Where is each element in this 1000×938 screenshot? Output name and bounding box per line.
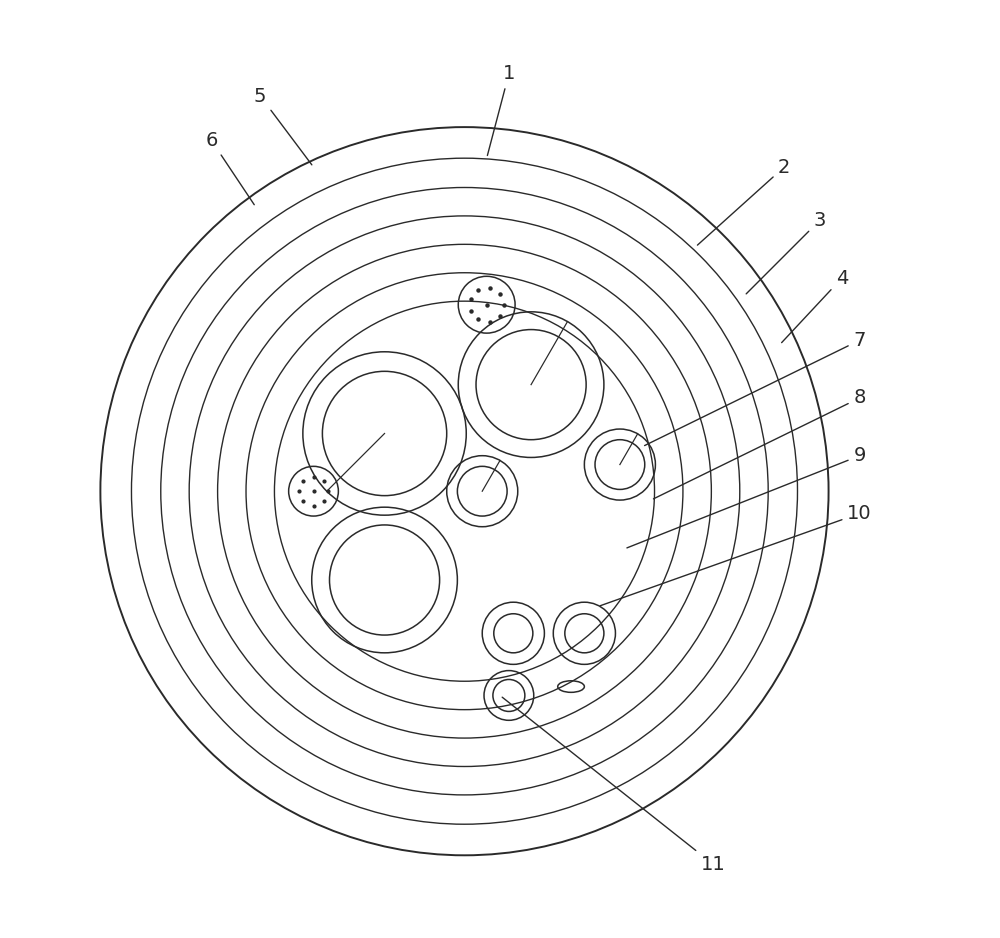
Text: 7: 7 (645, 331, 866, 446)
Text: 3: 3 (746, 211, 826, 294)
Text: 6: 6 (205, 131, 254, 204)
Text: 9: 9 (627, 446, 866, 548)
Text: 2: 2 (697, 158, 790, 245)
Text: 11: 11 (502, 697, 726, 873)
Text: 4: 4 (782, 268, 848, 342)
Text: 8: 8 (653, 388, 866, 499)
Text: 1: 1 (487, 65, 515, 156)
Text: 10: 10 (600, 504, 872, 606)
Text: 5: 5 (254, 86, 312, 165)
